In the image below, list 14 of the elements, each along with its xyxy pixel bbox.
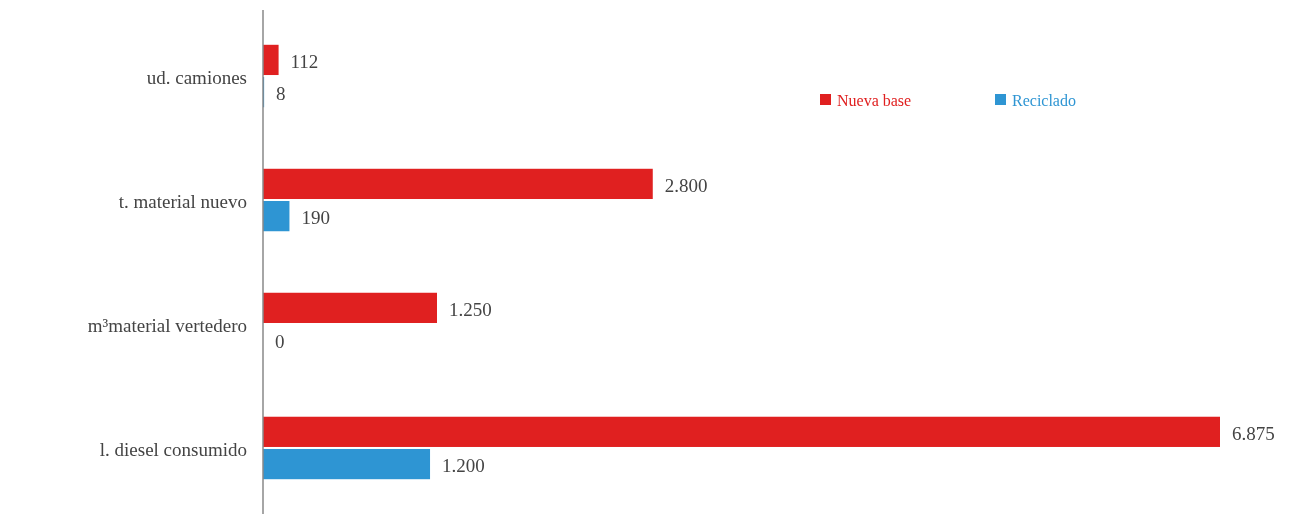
data-label: 0 bbox=[275, 330, 285, 352]
data-label: 2.800 bbox=[664, 174, 708, 196]
data-label: 8 bbox=[276, 82, 286, 104]
data-label: 1.200 bbox=[442, 454, 485, 476]
y-tick-label: l. diesel consumido bbox=[99, 438, 247, 460]
y-tick-label: ud. camiones bbox=[146, 66, 247, 88]
y-tick-label: m³material vertedero bbox=[87, 314, 247, 336]
data-label: 1.250 bbox=[449, 298, 492, 320]
data-label: 6.875 bbox=[1232, 422, 1275, 444]
legend-label: Reciclado bbox=[1012, 91, 1076, 109]
data-label: 190 bbox=[301, 206, 330, 228]
legend-label: Nueva base bbox=[837, 91, 912, 109]
y-tick-label: t. material nuevo bbox=[118, 190, 247, 212]
data-label: 112 bbox=[290, 50, 319, 72]
